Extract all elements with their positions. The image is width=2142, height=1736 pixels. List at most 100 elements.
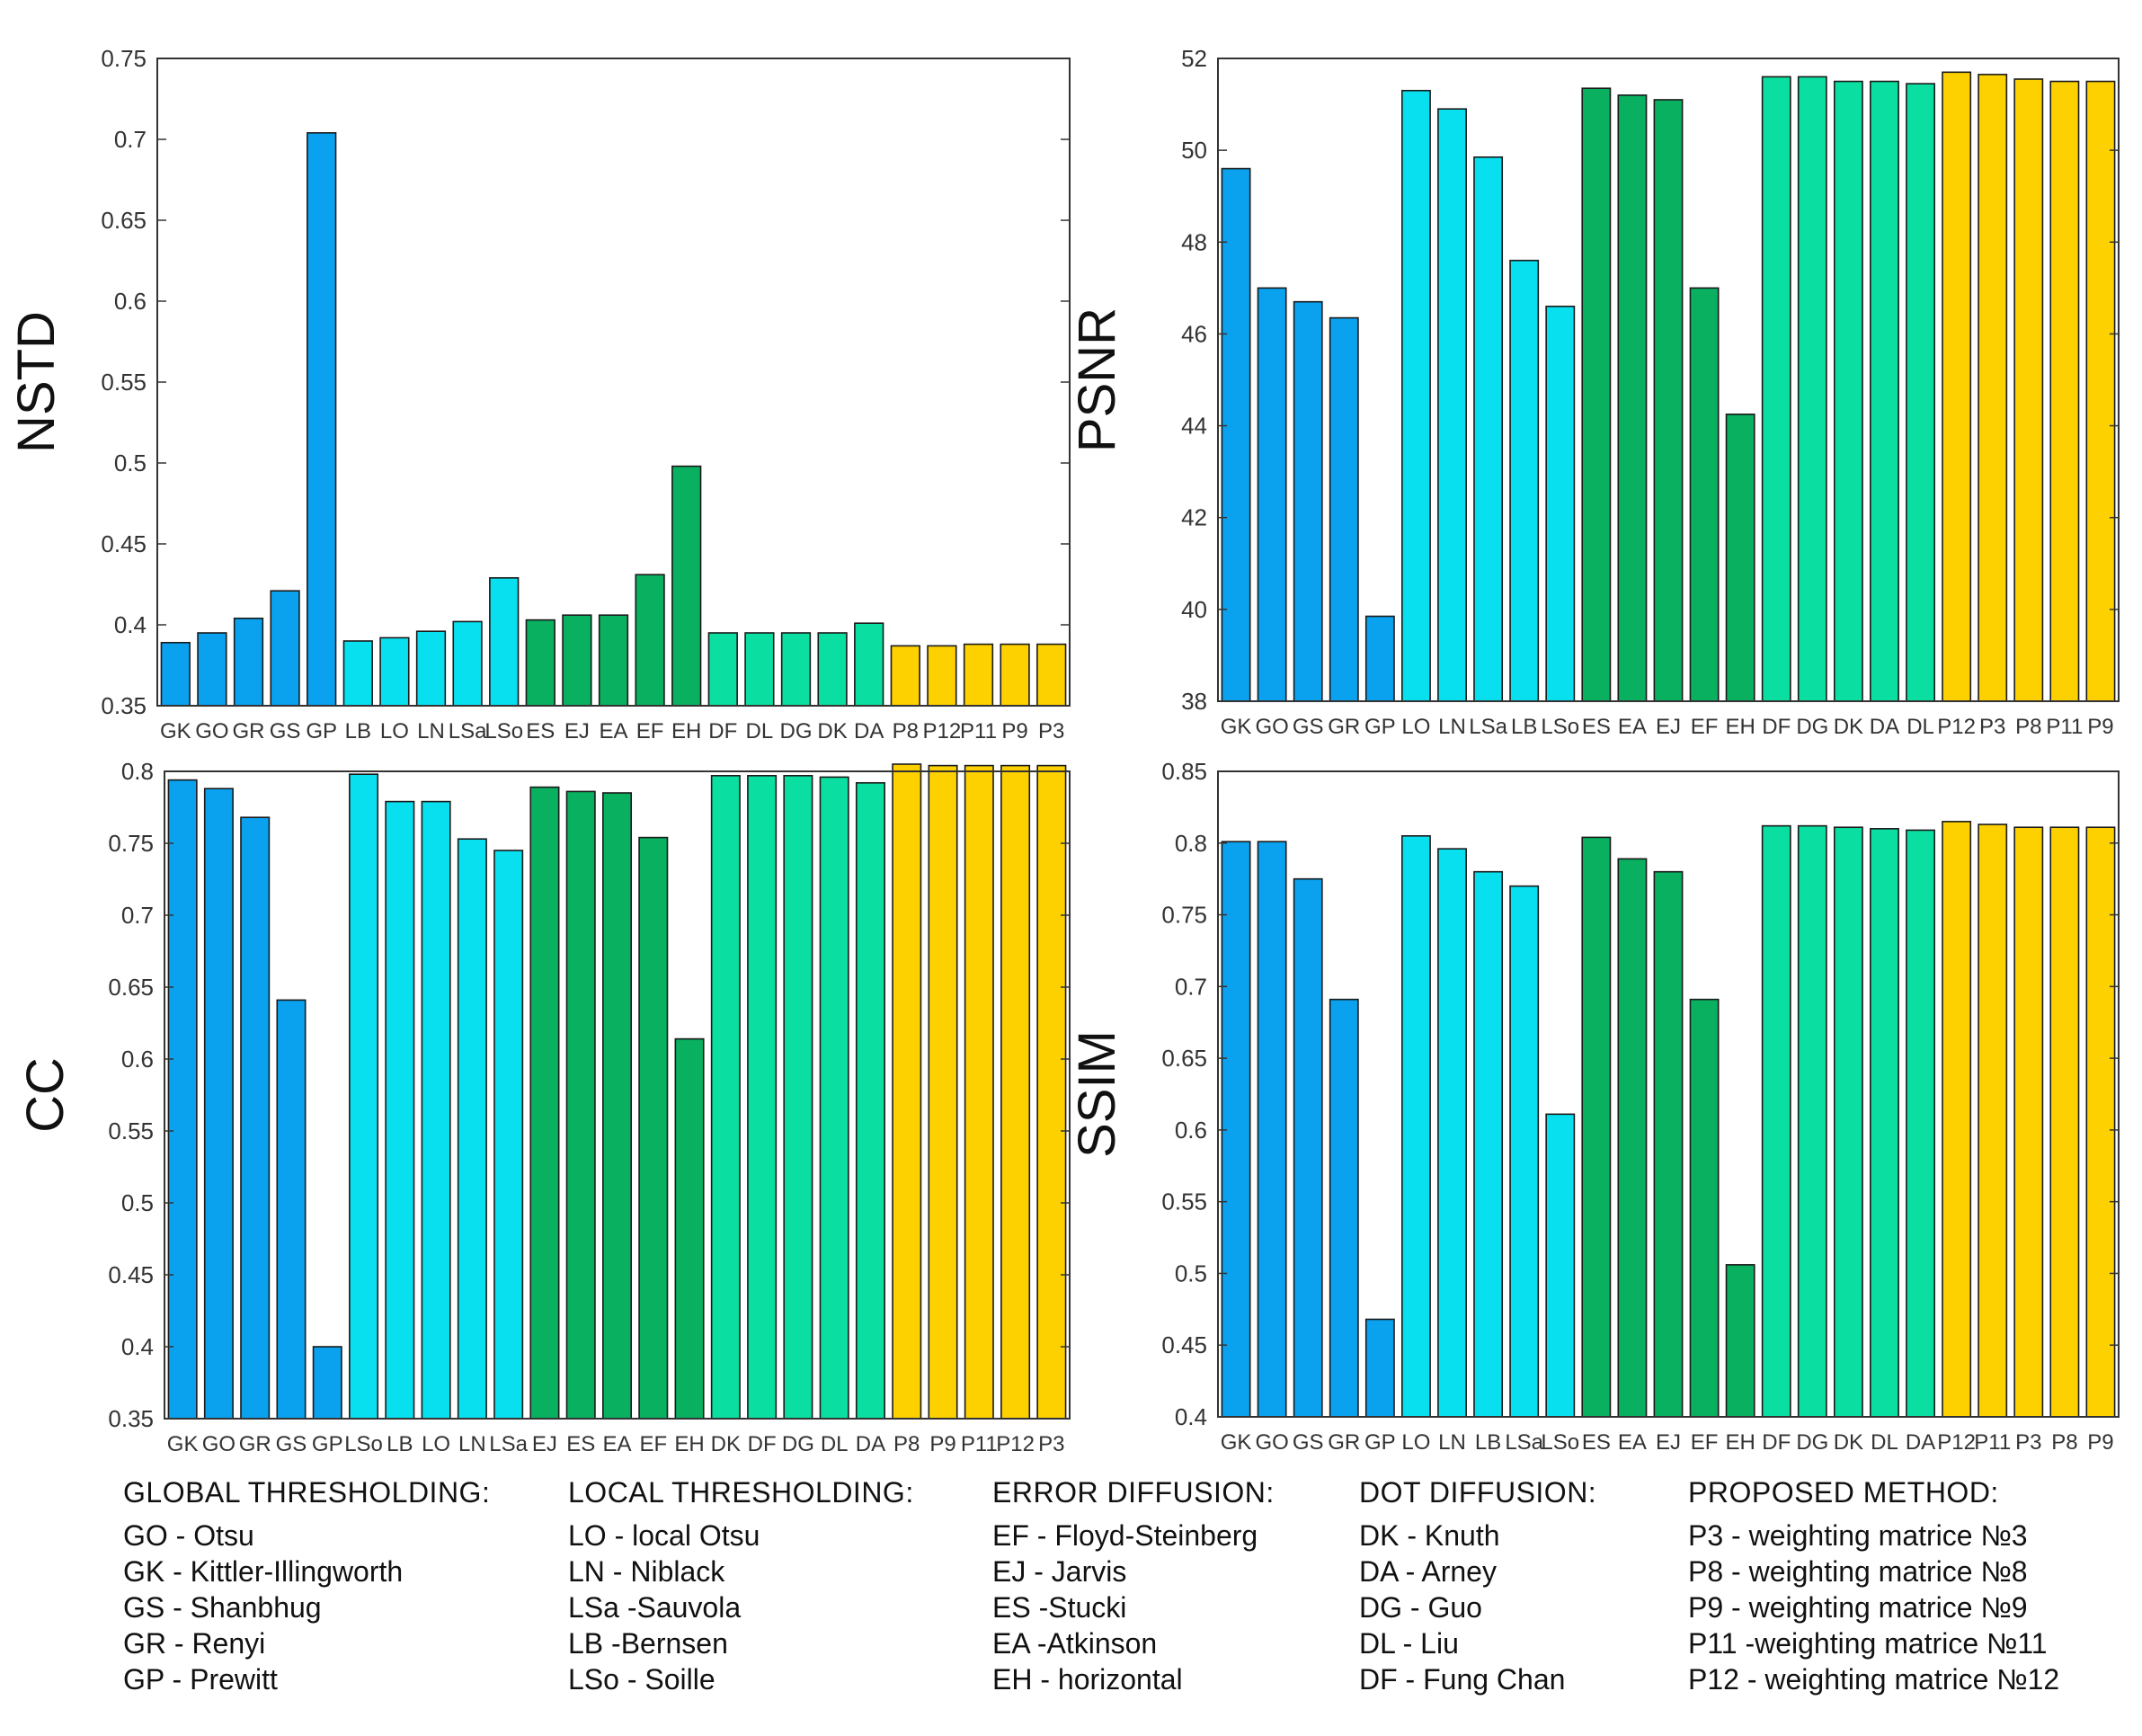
bar-LN [415,630,447,707]
bar-LSa [1473,156,1504,702]
x-tick-label: EH [671,719,701,743]
bar-DF [1761,824,1791,1418]
x-tick-label: LO [1401,715,1430,739]
legend-error: ERROR DIFFUSION: EF - Floyd-Steinberg EJ… [992,1474,1275,1697]
legend-global-header: GLOBAL THRESHOLDING: [123,1476,491,1509]
x-tick-label: P9 [929,1432,955,1456]
x-tick-label: GS [1293,715,1324,739]
x-tick-label: EJ [1656,1430,1681,1455]
bar-P11 [2049,80,2080,702]
x-tick-label: LSa [1505,1430,1543,1455]
bar-P9 [928,764,958,1420]
bar-P3 [1036,643,1067,707]
legend-item: LO - local Otsu [568,1519,760,1552]
bar-EH [674,1037,705,1420]
bar-DK [817,632,848,707]
x-tick-label: EJ [532,1432,557,1456]
y-tick-label: 0.7 [121,902,154,929]
bar-LSa [1509,885,1540,1418]
x-tick-label: LSo [1541,715,1579,739]
legend-item: DL - Liu [1359,1627,1459,1660]
bar-DL [744,632,775,707]
x-tick-label: DL [821,1432,849,1456]
bar-DF [1761,76,1791,702]
x-tick-label: GK [160,719,191,743]
y-tick-label: 46 [1181,320,1207,347]
x-tick-label: DK [711,1432,741,1456]
bar-GS [270,590,300,707]
x-tick-label: GS [276,1432,307,1456]
x-tick-label: DF [1762,1430,1791,1455]
x-tick-label: LN [458,1432,486,1456]
x-tick-label: LSa [449,719,487,743]
bar-GS [1293,300,1323,702]
x-tick-label: P9 [2087,1430,2113,1455]
x-tick-label: EA [602,1432,631,1456]
x-tick-label: EF [639,1432,667,1456]
x-tick-label: DG [780,719,813,743]
bar-GR [1329,998,1359,1418]
bar-ES [525,619,555,707]
x-tick-label: GS [270,719,301,743]
bar-GR [1329,316,1359,702]
y-tick-label: 0.55 [108,1117,154,1144]
y-tick-label: 0.75 [101,45,147,72]
legend-item: EF - Floyd-Steinberg [992,1519,1258,1552]
bar-DL [1906,83,1935,702]
x-tick-label: LO [380,719,409,743]
bar-LO [1401,89,1431,702]
x-tick-label: P8 [893,1432,920,1456]
x-tick-label: LN [1438,715,1466,739]
y-tick-label: 0.45 [108,1261,154,1288]
x-tick-label: LSo [484,719,523,743]
bar-GP [1364,615,1395,702]
bar-LO [1401,834,1431,1418]
y-tick-label: 0.85 [1161,758,1207,785]
x-tick-label: LN [1438,1430,1466,1455]
bar-LN [457,838,487,1420]
legend-item: P9 - weighting matrice №9 [1688,1591,2028,1624]
legend-item: GS - Shanbhug [123,1591,322,1624]
y-tick-label: 0.8 [1175,830,1207,857]
legend-error-header: ERROR DIFFUSION: [992,1476,1275,1509]
x-tick-label: GO [1255,1430,1288,1455]
x-tick-label: LB [1511,715,1537,739]
x-tick-label: P12 [923,719,962,743]
y-tick-label: 0.65 [108,974,154,1001]
bar-EJ [562,614,592,707]
y-tick-label: 50 [1181,137,1207,164]
bar-DF [747,774,778,1420]
bar-P12 [1000,764,1031,1420]
bar-GR [233,617,264,707]
y-tick-label: 0.35 [108,1405,154,1432]
bar-P12 [1942,821,1972,1418]
bar-GK [1221,841,1251,1418]
bar-ES [1581,87,1612,702]
bar-EJ [529,786,560,1420]
bar-LO [421,800,451,1420]
x-tick-label: EF [1691,715,1719,739]
legend-item: DK - Knuth [1359,1519,1500,1552]
bar-EA [1617,94,1648,702]
legend-item: GO - Otsu [123,1519,254,1552]
bar-DG [1797,76,1827,702]
x-tick-label: DF [1762,715,1791,739]
x-tick-label: GR [239,1432,271,1456]
x-tick-label: DL [746,719,774,743]
y-tick-label: 0.75 [108,830,154,857]
x-tick-label: GK [1221,1430,1252,1455]
x-tick-label: ES [526,719,555,743]
x-tick-label: EF [1691,1430,1719,1455]
x-tick-label: LO [422,1432,450,1456]
bar-DL [819,776,849,1420]
x-tick-label: EF [636,719,664,743]
y-tick-label: 0.6 [1175,1117,1207,1144]
legend: GLOBAL THRESHOLDING: GO - Otsu GK - Kitt… [0,1474,2142,1726]
bar-P8 [2013,78,2044,702]
x-tick-label: P8 [2051,1430,2077,1455]
legend-item: EH - horizontal [992,1663,1183,1696]
x-tick-label: P12 [1937,715,1976,739]
x-tick-label: P3 [1979,715,2005,739]
x-tick-label: ES [566,1432,595,1456]
